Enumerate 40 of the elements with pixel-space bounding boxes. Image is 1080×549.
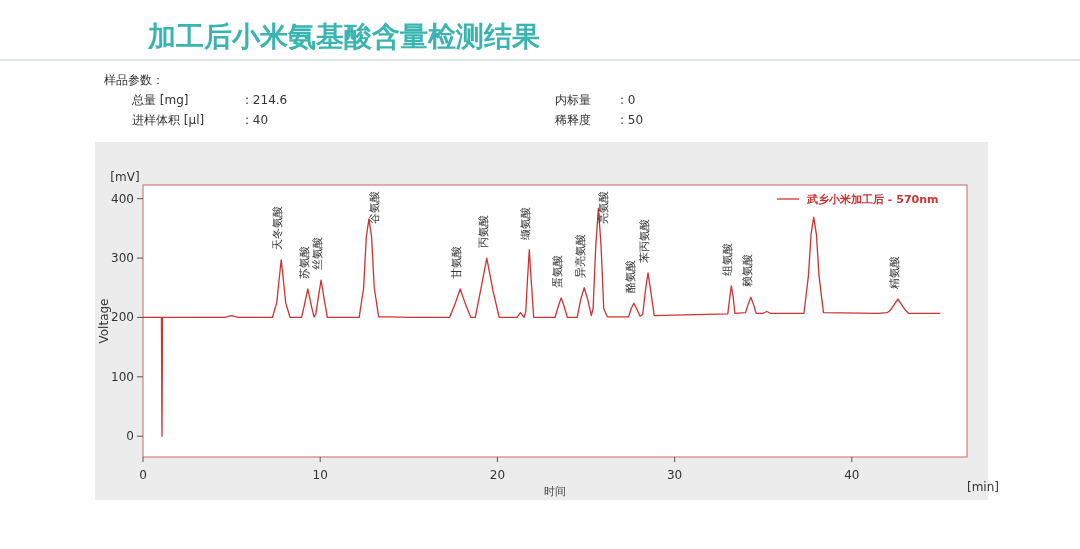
annotation: 异亮氨酸 [574,233,588,278]
y-tick-label: 400 [111,191,134,206]
text: 总量 [mg] [131,93,189,107]
y-tick-label: 300 [111,251,134,266]
annotation: 亮氨酸 [597,190,611,224]
text: : 40 [245,113,269,127]
x-tick-label: 20 [489,468,506,482]
annotation: 缬氨酸 [519,206,533,240]
x-tick-label: 10 [312,468,328,482]
annotation: 苯丙氨酸 [638,218,652,263]
annotation: 天冬氨酸 [271,205,285,250]
annotation: 蛋氨酸 [551,254,565,288]
y-tick-label: 100 [111,369,134,384]
text: 进样体积 [µl] [132,113,205,127]
x-tick-label: 30 [666,468,683,482]
text: : 50 [620,113,644,127]
annotation: 甘氨酸 [450,245,464,279]
y-tick-label: 200 [111,310,134,325]
text: 内标量 [555,93,591,107]
y-axis-title: Voltage [97,298,111,344]
annotation: 丙氨酸 [476,215,490,249]
annotation: 赖氨酸 [740,254,754,288]
annotation: 苏氨酸 [297,245,311,279]
text: 稀释度 [555,113,591,127]
chart-title: 加工后小米氨基酸含量检测结果 [147,20,540,53]
annotation: 组氨酸 [721,242,735,276]
annotation: 谷氨酸 [367,190,381,224]
text: [min] [967,480,999,494]
x-tick-label: 40 [844,468,860,482]
text: 样品参数： [104,73,164,87]
legend-label: 武乡小米加工后 - 570nm [806,193,939,206]
text: : 0 [620,93,636,107]
y-tick-label: 0 [126,429,134,444]
text: : 214.6 [245,93,288,107]
annotation: 酪氨酸 [623,260,637,294]
annotation: 精氨酸 [887,256,901,290]
text: [mV] [110,170,140,184]
x-tick-label: 0 [139,468,147,482]
x-axis-title: 时间 [544,485,566,498]
annotation: 丝氨酸 [311,237,325,271]
